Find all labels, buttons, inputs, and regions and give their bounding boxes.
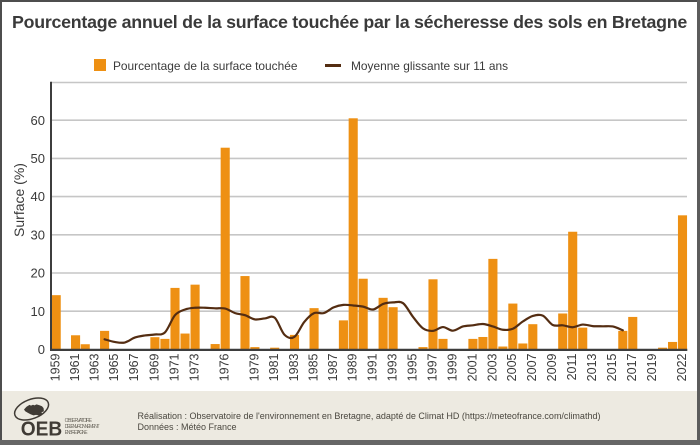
svg-text:1983: 1983 <box>287 353 301 381</box>
svg-text:1961: 1961 <box>68 353 82 381</box>
svg-text:2017: 2017 <box>625 353 639 381</box>
svg-text:10: 10 <box>31 304 45 319</box>
svg-text:1981: 1981 <box>267 353 281 381</box>
svg-text:1965: 1965 <box>107 353 121 381</box>
svg-text:2003: 2003 <box>485 353 499 381</box>
svg-text:0: 0 <box>38 342 45 357</box>
svg-text:60: 60 <box>31 113 45 128</box>
svg-text:2022: 2022 <box>675 353 689 381</box>
svg-text:2001: 2001 <box>465 353 479 381</box>
svg-text:1987: 1987 <box>326 353 340 381</box>
svg-text:2011: 2011 <box>565 353 579 380</box>
svg-text:1969: 1969 <box>147 353 161 381</box>
svg-text:DE L'ENVIRONNEMENT: DE L'ENVIRONNEMENT <box>65 424 100 430</box>
svg-text:1995: 1995 <box>405 353 419 381</box>
svg-text:20: 20 <box>31 266 45 281</box>
svg-text:1993: 1993 <box>386 353 400 381</box>
svg-text:OBSERVATOIRE: OBSERVATOIRE <box>65 418 93 424</box>
svg-text:1963: 1963 <box>87 353 101 381</box>
svg-text:1997: 1997 <box>425 353 439 381</box>
svg-text:1967: 1967 <box>127 353 141 381</box>
svg-text:30: 30 <box>31 227 45 242</box>
svg-text:1991: 1991 <box>366 353 380 381</box>
svg-text:40: 40 <box>31 189 45 204</box>
svg-text:2005: 2005 <box>505 353 519 381</box>
svg-text:2013: 2013 <box>585 353 599 381</box>
svg-text:1985: 1985 <box>307 353 321 381</box>
svg-text:50: 50 <box>31 151 45 166</box>
svg-text:1979: 1979 <box>247 353 261 381</box>
svg-text:2015: 2015 <box>605 353 619 381</box>
svg-text:1989: 1989 <box>346 353 360 381</box>
svg-text:2009: 2009 <box>545 353 559 381</box>
svg-text:2007: 2007 <box>525 353 539 381</box>
svg-text:1971: 1971 <box>167 353 181 381</box>
svg-text:2019: 2019 <box>645 353 659 381</box>
svg-text:1959: 1959 <box>49 353 63 381</box>
svg-text:1976: 1976 <box>218 353 232 381</box>
svg-text:Surface (%): Surface (%) <box>11 163 27 237</box>
svg-text:1999: 1999 <box>445 353 459 381</box>
svg-text:1973: 1973 <box>188 353 202 381</box>
svg-text:OEB: OEB <box>21 418 63 441</box>
svg-text:EN BRETAGNE: EN BRETAGNE <box>65 430 89 436</box>
